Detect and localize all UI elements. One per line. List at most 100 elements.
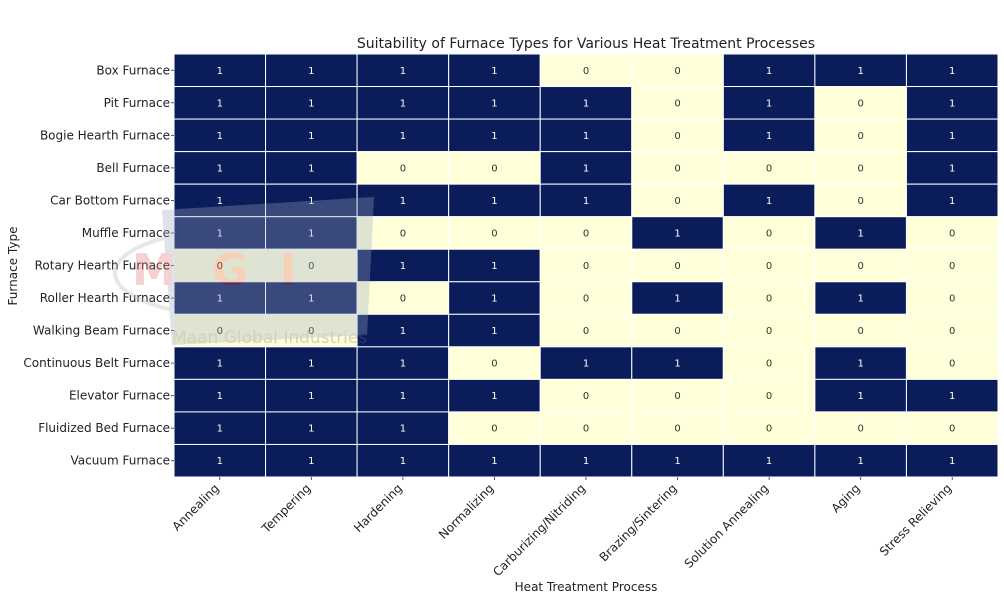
heatmap-cell — [814, 443, 907, 478]
cell-value-label: 1 — [400, 456, 406, 467]
cell-value-label: 1 — [491, 294, 497, 305]
cell-value-label: 1 — [400, 391, 406, 402]
heatmap-cell — [539, 443, 633, 478]
cell-value-label: 0 — [583, 424, 589, 435]
cell-value-label: 0 — [491, 359, 497, 370]
cell-value-label: 1 — [491, 456, 497, 467]
chart-title: Suitability of Furnace Types for Various… — [357, 36, 815, 52]
heatmap-cell — [631, 53, 724, 88]
heatmap-cell — [356, 53, 450, 88]
cell-value-label: 1 — [400, 359, 406, 370]
cell-value-label: 1 — [308, 359, 314, 370]
heatmap-cell — [448, 411, 541, 445]
cell-value-label: 1 — [491, 131, 497, 142]
cell-value-label: 1 — [583, 456, 589, 467]
cell-value-label: 0 — [766, 359, 772, 370]
cell-value-label: 1 — [949, 456, 955, 467]
cell-value-label: 0 — [217, 261, 223, 272]
heatmap-cell — [631, 281, 724, 315]
cell-value-label: 1 — [491, 326, 497, 337]
heatmap-cell — [631, 183, 724, 218]
cell-value-label: 1 — [674, 456, 680, 467]
cell-value-label: 0 — [674, 131, 680, 142]
heatmap-cell — [631, 346, 724, 380]
heatmap-cell — [905, 411, 999, 445]
heatmap-cell — [265, 118, 358, 153]
cell-value-label: 0 — [949, 326, 955, 337]
cell-value-label: 0 — [674, 391, 680, 402]
heatmap-cell — [539, 313, 633, 348]
column-tick-label: Solution Annealing — [682, 481, 772, 571]
cell-value-label: 1 — [674, 359, 680, 370]
column-tick-label: Stress Relieving — [877, 481, 954, 558]
cell-value-label: 0 — [308, 326, 314, 337]
cell-value-label: 1 — [857, 391, 863, 402]
heatmap-cell — [905, 281, 999, 315]
cell-value-label: 1 — [766, 456, 772, 467]
heatmap-cell — [905, 313, 999, 348]
cell-value-label: 1 — [674, 228, 680, 239]
heatmap-cells: 1 1 1 1 0 0 1 1 1 1 1 1 1 1 0 1 0 1 1 1 1 1 1 0 1 0 1 1 1 0 0 1 0 0 0 1 1 1 1 1… — [173, 53, 999, 478]
cell-value-label: 0 — [491, 228, 497, 239]
heatmap-cell — [539, 248, 633, 283]
cell-value-label: 1 — [583, 98, 589, 109]
heatmap-cell — [448, 151, 541, 185]
cell-value-label: 1 — [308, 131, 314, 142]
row-tick-label: Bogie Hearth Furnace — [40, 128, 170, 142]
row-tick-label: Car Bottom Furnace — [50, 193, 170, 207]
cell-value-label: 1 — [400, 196, 406, 207]
cell-value-label: 0 — [949, 424, 955, 435]
cell-value-label: 0 — [491, 163, 497, 174]
cell-value-label: 1 — [217, 66, 223, 77]
cell-value-label: 1 — [217, 196, 223, 207]
column-tick-label: Brazing/Sintering — [597, 481, 680, 564]
heatmap-cell — [631, 313, 724, 348]
heatmap-cell — [173, 118, 267, 153]
cell-value-label: 1 — [308, 228, 314, 239]
column-labels: Annealing Tempering Hardening NormalizingCa… — [170, 477, 954, 579]
heatmap-cell — [539, 281, 633, 315]
heatmap-cell — [265, 151, 358, 185]
cell-value-label: 1 — [308, 294, 314, 305]
cell-value-label: 0 — [400, 294, 406, 305]
cell-value-label: 1 — [400, 98, 406, 109]
heatmap-cell — [448, 346, 541, 380]
heatmap-cell — [722, 378, 816, 413]
heatmap-cell — [448, 443, 541, 478]
cell-value-label: 0 — [857, 424, 863, 435]
cell-value-label: 0 — [766, 391, 772, 402]
cell-value-label: 0 — [857, 326, 863, 337]
row-tick-label: Walking Beam Furnace — [33, 324, 170, 338]
heatmap-cell — [173, 313, 267, 348]
cell-value-label: 0 — [583, 294, 589, 305]
cell-value-label: 1 — [308, 424, 314, 435]
cell-value-label: 1 — [491, 196, 497, 207]
column-tick-label: Aging — [829, 481, 863, 515]
heatmap-cell — [265, 346, 358, 380]
cell-value-label: 1 — [674, 294, 680, 305]
row-labels: Box Furnace Pit Furnace Bogie Hearth Furna… — [23, 63, 174, 468]
heatmap-cell — [448, 281, 541, 315]
cell-value-label: 1 — [491, 261, 497, 272]
row-tick-label: Muffle Furnace — [82, 226, 170, 240]
cell-value-label: 0 — [583, 228, 589, 239]
heatmap-cell — [814, 86, 907, 120]
x-axis-label: Heat Treatment Process — [515, 580, 658, 594]
row-tick-label: Continuous Belt Furnace — [23, 356, 170, 370]
cell-value-label: 1 — [857, 359, 863, 370]
cell-value-label: 1 — [949, 196, 955, 207]
row-tick-label: Rotary Hearth Furnace — [35, 259, 170, 273]
cell-value-label: 0 — [674, 261, 680, 272]
row-tick-label: Roller Hearth Furnace — [40, 291, 170, 305]
cell-value-label: 1 — [949, 98, 955, 109]
cell-value-label: 0 — [857, 261, 863, 272]
heatmap-cell — [814, 216, 907, 250]
column-tick-label: Annealing — [170, 481, 222, 533]
heatmap-cell — [265, 53, 358, 88]
cell-value-label: 1 — [308, 196, 314, 207]
heatmap-cell — [905, 378, 999, 413]
cell-value-label: 0 — [949, 261, 955, 272]
cell-value-label: 1 — [308, 456, 314, 467]
cell-value-label: 1 — [491, 391, 497, 402]
